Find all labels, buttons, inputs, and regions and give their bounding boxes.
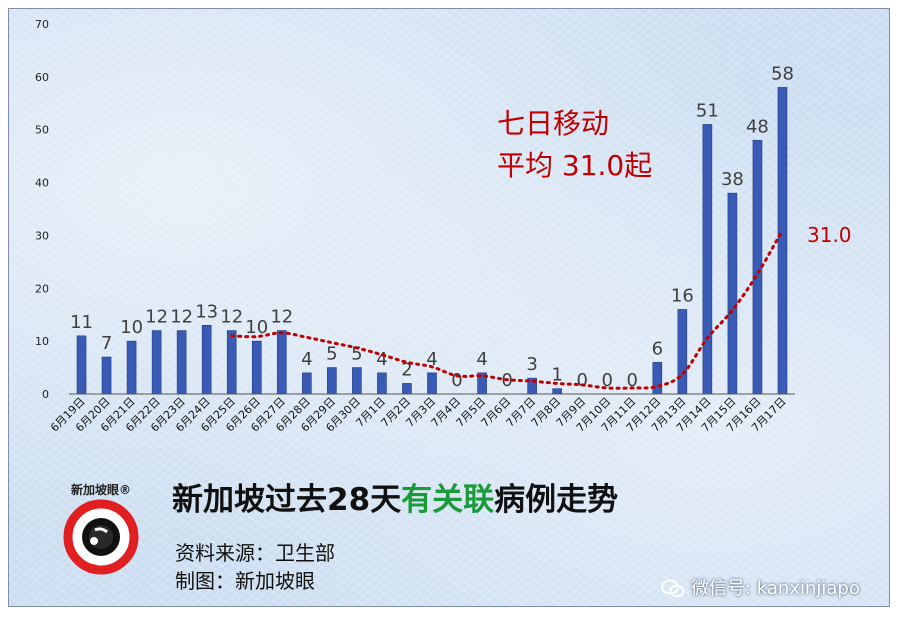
bar-value-label: 4 <box>376 349 387 370</box>
trend-annotation: 七日移动 平均 31.0起 31.0 <box>497 107 852 247</box>
bar <box>226 330 237 395</box>
bar <box>702 124 713 395</box>
moving-average-trend <box>230 228 784 390</box>
bar <box>402 383 412 395</box>
bar-value-label: 10 <box>120 317 143 338</box>
bar <box>151 330 162 395</box>
bar-value-label: 11 <box>70 312 93 333</box>
eye-logo-icon <box>63 499 139 575</box>
wechat-watermark: 微信号: kanxinjiapo <box>661 574 860 600</box>
bar <box>276 330 287 395</box>
bar-value-label: 0 <box>451 370 462 391</box>
title-part2: 病例走势 <box>494 482 619 518</box>
bar-value-label: 3 <box>526 354 537 375</box>
wechat-icon <box>661 579 685 598</box>
bar-value-label: 4 <box>476 349 487 370</box>
bar <box>101 356 112 395</box>
bar-value-label: 58 <box>771 63 794 84</box>
y-tick-label: 40 <box>35 177 49 190</box>
y-tick-label: 70 <box>35 18 49 31</box>
bar-value-label: 4 <box>426 349 437 370</box>
bar-value-label: 48 <box>746 116 769 137</box>
trend-end-label: 31.0 <box>807 223 852 247</box>
bar <box>126 340 137 395</box>
y-tick-label: 20 <box>35 282 49 295</box>
title-highlight: 有关联 <box>401 482 495 518</box>
trend-line <box>230 228 784 390</box>
bar <box>727 192 738 395</box>
y-tick-label: 60 <box>35 71 49 84</box>
bar-value-label: 0 <box>627 370 638 391</box>
chart-frame: 0 10 20 30 40 50 60 70 11 7 10 12 12 13 12 10 12 4 5 5 4 2 4 0… <box>8 8 890 607</box>
bar-value-label: 12 <box>170 307 193 328</box>
bar-value-label: 5 <box>326 344 337 365</box>
bar <box>427 372 437 395</box>
bar-value-label: 0 <box>576 370 587 391</box>
bar-value-label: 16 <box>671 285 694 306</box>
bar-value-label: 6 <box>652 338 663 359</box>
bar <box>201 324 212 395</box>
title-part1: 新加坡过去28天 <box>172 482 402 518</box>
registered-mark: ® <box>119 483 132 497</box>
chart-maker-credit: 制图：新加坡眼 <box>175 569 315 593</box>
bar-value-label: 10 <box>245 317 268 338</box>
y-tick-label: 50 <box>35 124 49 137</box>
x-axis: 6月19日6月20日6月21日6月22日6月23日6月24日6月25日6月26日… <box>48 393 795 435</box>
bar <box>251 340 262 395</box>
chart-title: 新加坡过去28天有关联病例走势 <box>172 474 618 519</box>
y-tick-label: 30 <box>35 229 49 242</box>
bar <box>552 388 562 395</box>
bar-value-label: 38 <box>721 169 744 190</box>
bar <box>327 367 337 395</box>
bar-value-label: 1 <box>551 365 562 386</box>
data-source-credit: 资料来源：卫生部 <box>175 541 335 565</box>
y-axis: 0 10 20 30 40 50 60 70 <box>35 18 49 401</box>
logo-name: 新加坡眼® <box>71 481 131 498</box>
bar-value-label: 12 <box>270 307 293 328</box>
logo-name-text: 新加坡眼 <box>71 483 120 497</box>
wechat-id: 微信号: kanxinjiapo <box>691 578 860 599</box>
bar <box>352 367 362 395</box>
bar <box>76 335 87 395</box>
bar <box>677 309 688 395</box>
bar <box>377 372 387 395</box>
bar-value-label: 5 <box>351 344 362 365</box>
bar-value-label: 4 <box>301 349 312 370</box>
bar <box>652 361 663 395</box>
bar <box>302 372 312 395</box>
y-tick-label: 10 <box>35 335 49 348</box>
bar-value-label: 0 <box>602 370 613 391</box>
bar <box>176 330 187 395</box>
y-tick-label: 0 <box>42 388 49 401</box>
bar-value-label: 51 <box>696 100 719 121</box>
bar <box>777 87 788 395</box>
bar-value-label: 12 <box>145 307 168 328</box>
annotation-line1: 七日移动 <box>497 107 609 140</box>
bar-value-label: 2 <box>401 359 412 380</box>
bar-value-label: 7 <box>101 333 112 354</box>
bar-value-label: 12 <box>220 307 243 328</box>
bar-value-label: 13 <box>195 301 218 322</box>
annotation-line2: 平均 31.0起 <box>497 149 652 182</box>
